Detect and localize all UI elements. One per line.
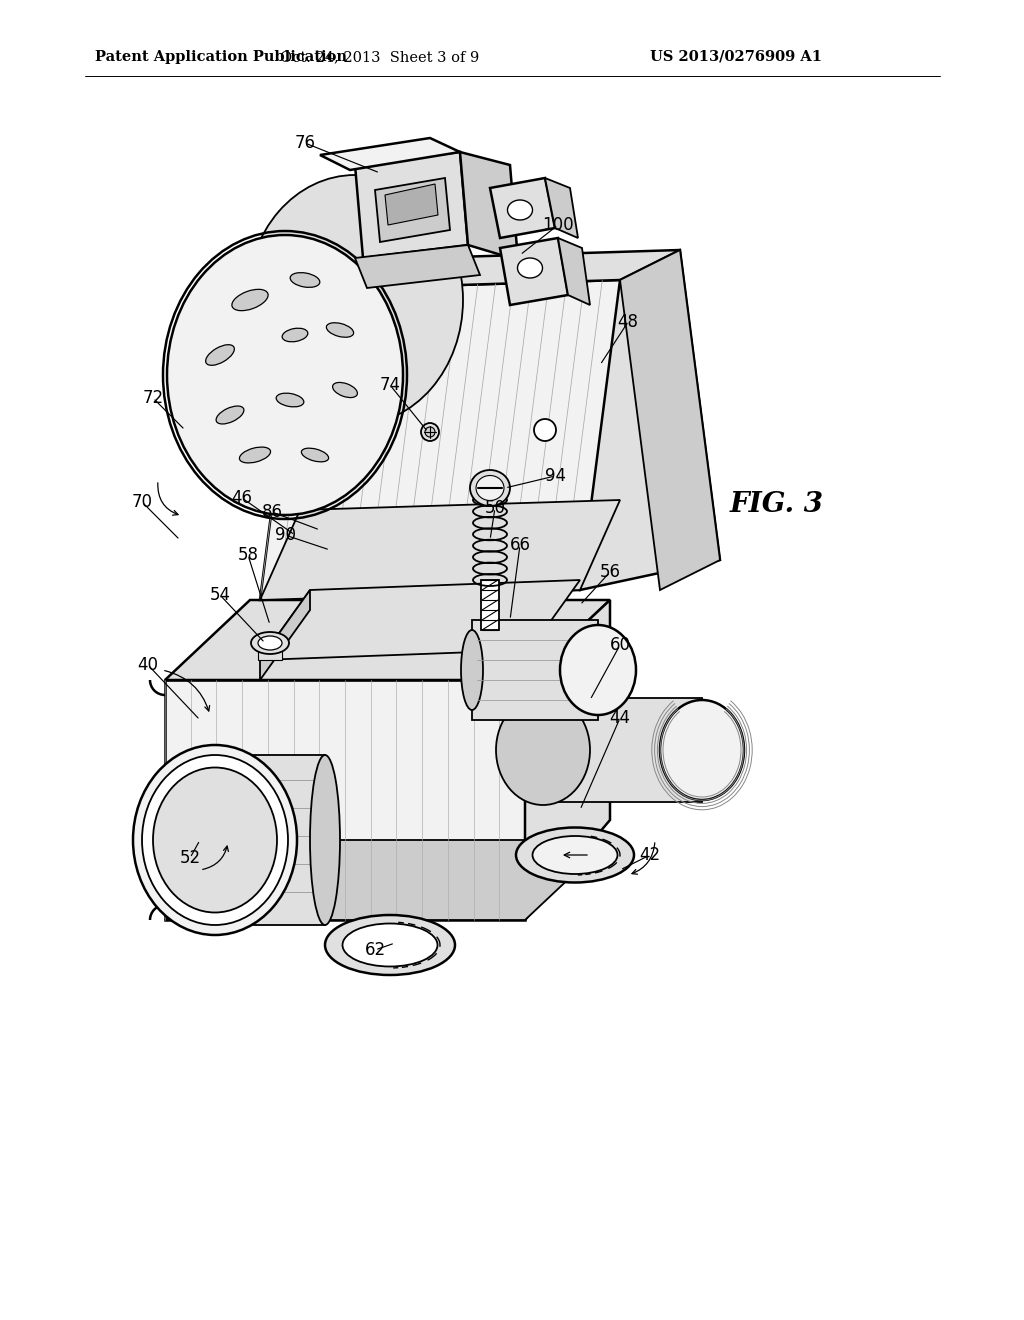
Ellipse shape (560, 624, 636, 715)
Text: 58: 58 (238, 546, 258, 564)
Polygon shape (355, 246, 480, 288)
Text: 44: 44 (609, 709, 631, 727)
Ellipse shape (534, 418, 556, 441)
Polygon shape (500, 238, 568, 305)
Ellipse shape (516, 828, 634, 883)
Polygon shape (385, 183, 438, 224)
Text: 72: 72 (142, 389, 164, 407)
Ellipse shape (470, 470, 510, 506)
Polygon shape (543, 698, 702, 803)
Ellipse shape (133, 744, 297, 935)
Polygon shape (165, 601, 610, 680)
Ellipse shape (206, 345, 234, 366)
Text: 42: 42 (639, 846, 660, 865)
Ellipse shape (660, 700, 744, 800)
Ellipse shape (508, 201, 532, 220)
Text: 40: 40 (137, 656, 159, 675)
FancyArrowPatch shape (165, 671, 210, 711)
Ellipse shape (276, 393, 304, 407)
Text: Oct. 24, 2013  Sheet 3 of 9: Oct. 24, 2013 Sheet 3 of 9 (281, 50, 479, 63)
Polygon shape (260, 579, 580, 660)
Polygon shape (215, 755, 325, 925)
Polygon shape (258, 643, 282, 660)
Text: 86: 86 (261, 503, 283, 521)
Polygon shape (525, 601, 610, 920)
Text: 76: 76 (295, 135, 315, 152)
Polygon shape (540, 249, 720, 590)
Text: 50: 50 (484, 499, 506, 517)
Text: 74: 74 (380, 376, 400, 393)
Ellipse shape (310, 755, 340, 925)
Ellipse shape (476, 475, 504, 500)
Ellipse shape (258, 636, 282, 649)
Text: 90: 90 (274, 525, 296, 544)
Polygon shape (545, 178, 578, 238)
Ellipse shape (142, 755, 288, 925)
Ellipse shape (167, 235, 403, 515)
FancyArrowPatch shape (158, 483, 178, 515)
Ellipse shape (301, 449, 329, 462)
Polygon shape (165, 680, 525, 920)
Text: 70: 70 (131, 492, 153, 511)
Ellipse shape (325, 915, 455, 975)
Polygon shape (319, 139, 460, 170)
Text: 48: 48 (617, 313, 639, 331)
Ellipse shape (517, 257, 543, 279)
Ellipse shape (342, 924, 437, 966)
Text: 60: 60 (609, 636, 631, 653)
Ellipse shape (496, 696, 590, 805)
Polygon shape (260, 590, 310, 680)
Text: 52: 52 (179, 849, 201, 867)
Text: Patent Application Publication: Patent Application Publication (95, 50, 347, 63)
Polygon shape (285, 180, 355, 515)
Polygon shape (558, 238, 590, 305)
Polygon shape (460, 152, 518, 260)
Text: FIG. 3: FIG. 3 (730, 491, 824, 519)
Polygon shape (355, 152, 468, 257)
Ellipse shape (532, 836, 617, 874)
Text: 62: 62 (365, 941, 386, 960)
Ellipse shape (461, 630, 483, 710)
Text: 66: 66 (510, 536, 530, 554)
Ellipse shape (425, 426, 435, 437)
Ellipse shape (153, 767, 278, 912)
Text: 56: 56 (599, 564, 621, 581)
Ellipse shape (240, 447, 270, 463)
Polygon shape (490, 178, 555, 238)
Text: 94: 94 (545, 467, 565, 484)
FancyArrowPatch shape (203, 846, 228, 870)
Polygon shape (300, 249, 680, 290)
Polygon shape (260, 500, 620, 601)
Ellipse shape (251, 632, 289, 653)
Polygon shape (375, 178, 450, 242)
Ellipse shape (283, 329, 308, 342)
Ellipse shape (247, 176, 463, 425)
Polygon shape (472, 620, 598, 719)
Ellipse shape (216, 407, 244, 424)
Polygon shape (260, 280, 620, 601)
Text: 46: 46 (231, 488, 253, 507)
Ellipse shape (231, 289, 268, 310)
Text: US 2013/0276909 A1: US 2013/0276909 A1 (650, 50, 822, 63)
Text: 100: 100 (542, 216, 573, 234)
Text: 54: 54 (210, 586, 230, 605)
Ellipse shape (327, 323, 353, 337)
Polygon shape (481, 579, 499, 630)
Polygon shape (165, 840, 610, 920)
Polygon shape (620, 249, 720, 590)
FancyArrowPatch shape (632, 842, 654, 874)
Ellipse shape (290, 273, 319, 288)
Ellipse shape (333, 383, 357, 397)
Ellipse shape (421, 422, 439, 441)
